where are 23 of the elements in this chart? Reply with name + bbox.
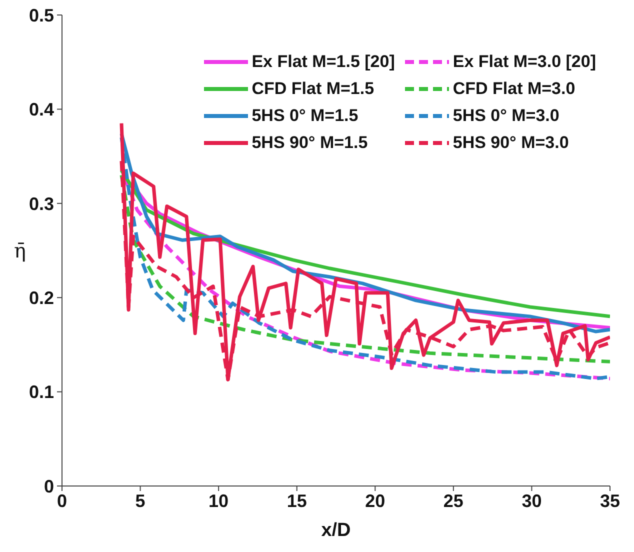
x-tick-label: 0 [56, 490, 68, 511]
legend-label: 5HS 0° M=1.5 [252, 106, 358, 126]
x-tick-label: 5 [135, 490, 146, 511]
y-tick-label: 0.1 [28, 382, 54, 402]
x-tick-label: 10 [208, 490, 229, 511]
x-tick-label: 25 [443, 490, 464, 511]
legend-label: CFD Flat M=3.0 [452, 78, 576, 98]
y-tick-label: 0.5 [28, 5, 54, 26]
legend-label: 5HS 90° M=1.5 [252, 132, 368, 152]
x-tick-label: 30 [522, 490, 542, 511]
legend-label: CFD Flat M=1.5 [252, 78, 374, 98]
x-tick-label: 20 [365, 490, 386, 511]
legend-label: 5HS 90° M=3.0 [452, 132, 569, 152]
y-tick-label: 0.4 [28, 100, 54, 120]
legend-label: 5HS 0° M=3.0 [452, 106, 560, 126]
y-tick-label: 0 [44, 476, 54, 496]
x-tick-label: 35 [600, 490, 620, 511]
y-tick-label: 0.2 [28, 288, 54, 308]
y-tick-label: 0.3 [28, 194, 54, 214]
legend-label: Ex Flat M=1.5 [20] [252, 52, 395, 72]
legend-label: Ex Flat M=3.0 [20] [452, 52, 596, 72]
y-axis-title: η̄ [14, 238, 26, 263]
x-tick-label: 15 [286, 490, 307, 511]
